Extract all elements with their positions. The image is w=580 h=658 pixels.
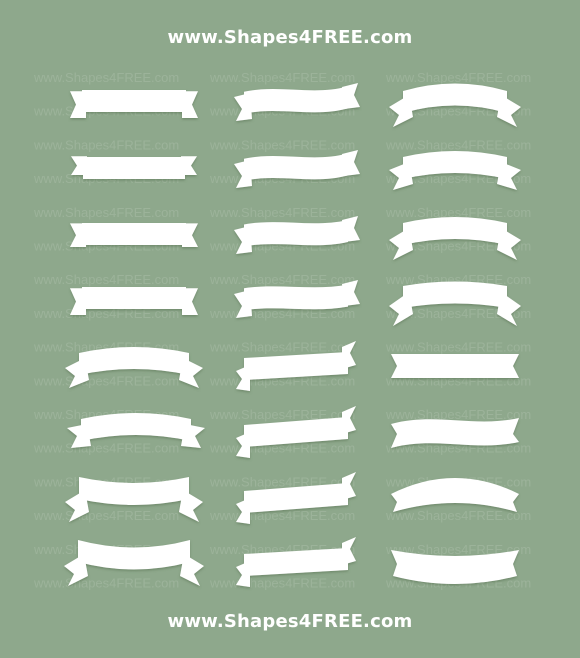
ribbon-body bbox=[403, 281, 507, 308]
ribbon-body bbox=[391, 478, 519, 512]
ribbon-body bbox=[391, 354, 519, 378]
ribbon-body bbox=[79, 347, 189, 375]
ribbon-body bbox=[403, 83, 507, 113]
watermark-text: www.Shapes4FREE.com bbox=[209, 340, 355, 355]
watermark-text: www.Shapes4FREE.com bbox=[33, 373, 179, 388]
watermark-text: www.Shapes4FREE.com bbox=[209, 70, 355, 85]
watermark-text: www.Shapes4FREE.com bbox=[33, 70, 179, 85]
watermark-text: www.Shapes4FREE.com bbox=[33, 576, 179, 591]
ribbon-body bbox=[82, 90, 186, 112]
watermark-text: www.Shapes4FREE.com bbox=[385, 70, 531, 85]
watermark-text: www.Shapes4FREE.com bbox=[385, 306, 531, 321]
footer-site-name: www.Shapes4FREE.com bbox=[167, 611, 413, 632]
ribbon-body bbox=[82, 287, 186, 309]
ribbon-body bbox=[83, 157, 185, 179]
ribbon-body bbox=[78, 540, 190, 570]
ribbon-shapes bbox=[64, 83, 521, 587]
watermark-text: www.Shapes4FREE.com bbox=[33, 137, 179, 152]
ribbon-body bbox=[403, 151, 507, 179]
watermark-text: www.Shapes4FREE.com bbox=[385, 508, 531, 523]
ribbon-body bbox=[244, 86, 348, 114]
ribbon-body bbox=[81, 413, 191, 441]
watermark-text: www.Shapes4FREE.com bbox=[385, 340, 531, 355]
watermark-layer: www.Shapes4FREE.com www.Shapes4FREE.com ww… bbox=[33, 70, 531, 591]
watermark-text: www.Shapes4FREE.com bbox=[209, 272, 355, 287]
watermark-text: www.Shapes4FREE.com bbox=[385, 205, 531, 220]
ribbon-body bbox=[244, 153, 348, 181]
ribbon-body bbox=[391, 418, 519, 448]
watermark-text: www.Shapes4FREE.com bbox=[33, 441, 179, 456]
ribbon-body bbox=[244, 548, 348, 576]
watermark-text: www.Shapes4FREE.com bbox=[209, 508, 355, 523]
watermark-text: www.Shapes4FREE.com bbox=[385, 542, 531, 557]
watermark-text: www.Shapes4FREE.com bbox=[33, 205, 179, 220]
ribbon-body bbox=[403, 217, 507, 245]
watermark-text: www.Shapes4FREE.com bbox=[385, 407, 531, 422]
ribbon-body bbox=[244, 417, 348, 447]
ribbon-body bbox=[391, 550, 519, 584]
watermark-text: www.Shapes4FREE.com bbox=[209, 137, 355, 152]
watermark-text: www.Shapes4FREE.com bbox=[209, 576, 355, 591]
watermark-text: www.Shapes4FREE.com bbox=[209, 407, 355, 422]
watermark-text: www.Shapes4FREE.com bbox=[385, 137, 531, 152]
ribbon-body bbox=[244, 220, 348, 247]
ribbon-body bbox=[244, 352, 348, 380]
watermark-text: www.Shapes4FREE.com bbox=[209, 205, 355, 220]
ribbon-body bbox=[244, 483, 348, 513]
header-site-name: www.Shapes4FREE.com bbox=[167, 27, 413, 48]
watermark-text: www.Shapes4FREE.com bbox=[33, 306, 179, 321]
ribbon-body bbox=[244, 284, 348, 311]
ribbon-body bbox=[79, 477, 189, 505]
ribbon-body bbox=[82, 223, 186, 245]
watermark-text: www.Shapes4FREE.com bbox=[33, 508, 179, 523]
watermark-text: www.Shapes4FREE.com bbox=[33, 272, 179, 287]
